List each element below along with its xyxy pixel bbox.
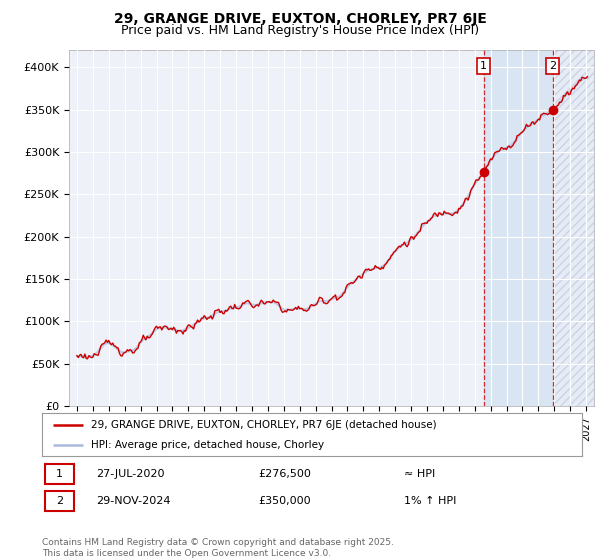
Text: ≈ HPI: ≈ HPI [404, 469, 435, 479]
Text: £350,000: £350,000 [258, 496, 311, 506]
Text: 2: 2 [56, 496, 63, 506]
Text: 1: 1 [480, 61, 487, 71]
Bar [553, 50, 594, 406]
Text: 29, GRANGE DRIVE, EUXTON, CHORLEY, PR7 6JE: 29, GRANGE DRIVE, EUXTON, CHORLEY, PR7 6… [113, 12, 487, 26]
Text: Price paid vs. HM Land Registry's House Price Index (HPI): Price paid vs. HM Land Registry's House … [121, 24, 479, 37]
Text: HPI: Average price, detached house, Chorley: HPI: Average price, detached house, Chor… [91, 440, 324, 450]
FancyBboxPatch shape [45, 491, 74, 511]
Text: 2: 2 [549, 61, 556, 71]
Text: 27-JUL-2020: 27-JUL-2020 [96, 469, 164, 479]
Text: 1% ↑ HPI: 1% ↑ HPI [404, 496, 456, 506]
Text: 29, GRANGE DRIVE, EUXTON, CHORLEY, PR7 6JE (detached house): 29, GRANGE DRIVE, EUXTON, CHORLEY, PR7 6… [91, 419, 436, 430]
Bar [484, 50, 553, 406]
Text: Contains HM Land Registry data © Crown copyright and database right 2025.
This d: Contains HM Land Registry data © Crown c… [42, 538, 394, 558]
Text: 1: 1 [56, 469, 63, 479]
Bar [553, 50, 594, 406]
FancyBboxPatch shape [45, 464, 74, 484]
Text: £276,500: £276,500 [258, 469, 311, 479]
Text: 29-NOV-2024: 29-NOV-2024 [96, 496, 170, 506]
